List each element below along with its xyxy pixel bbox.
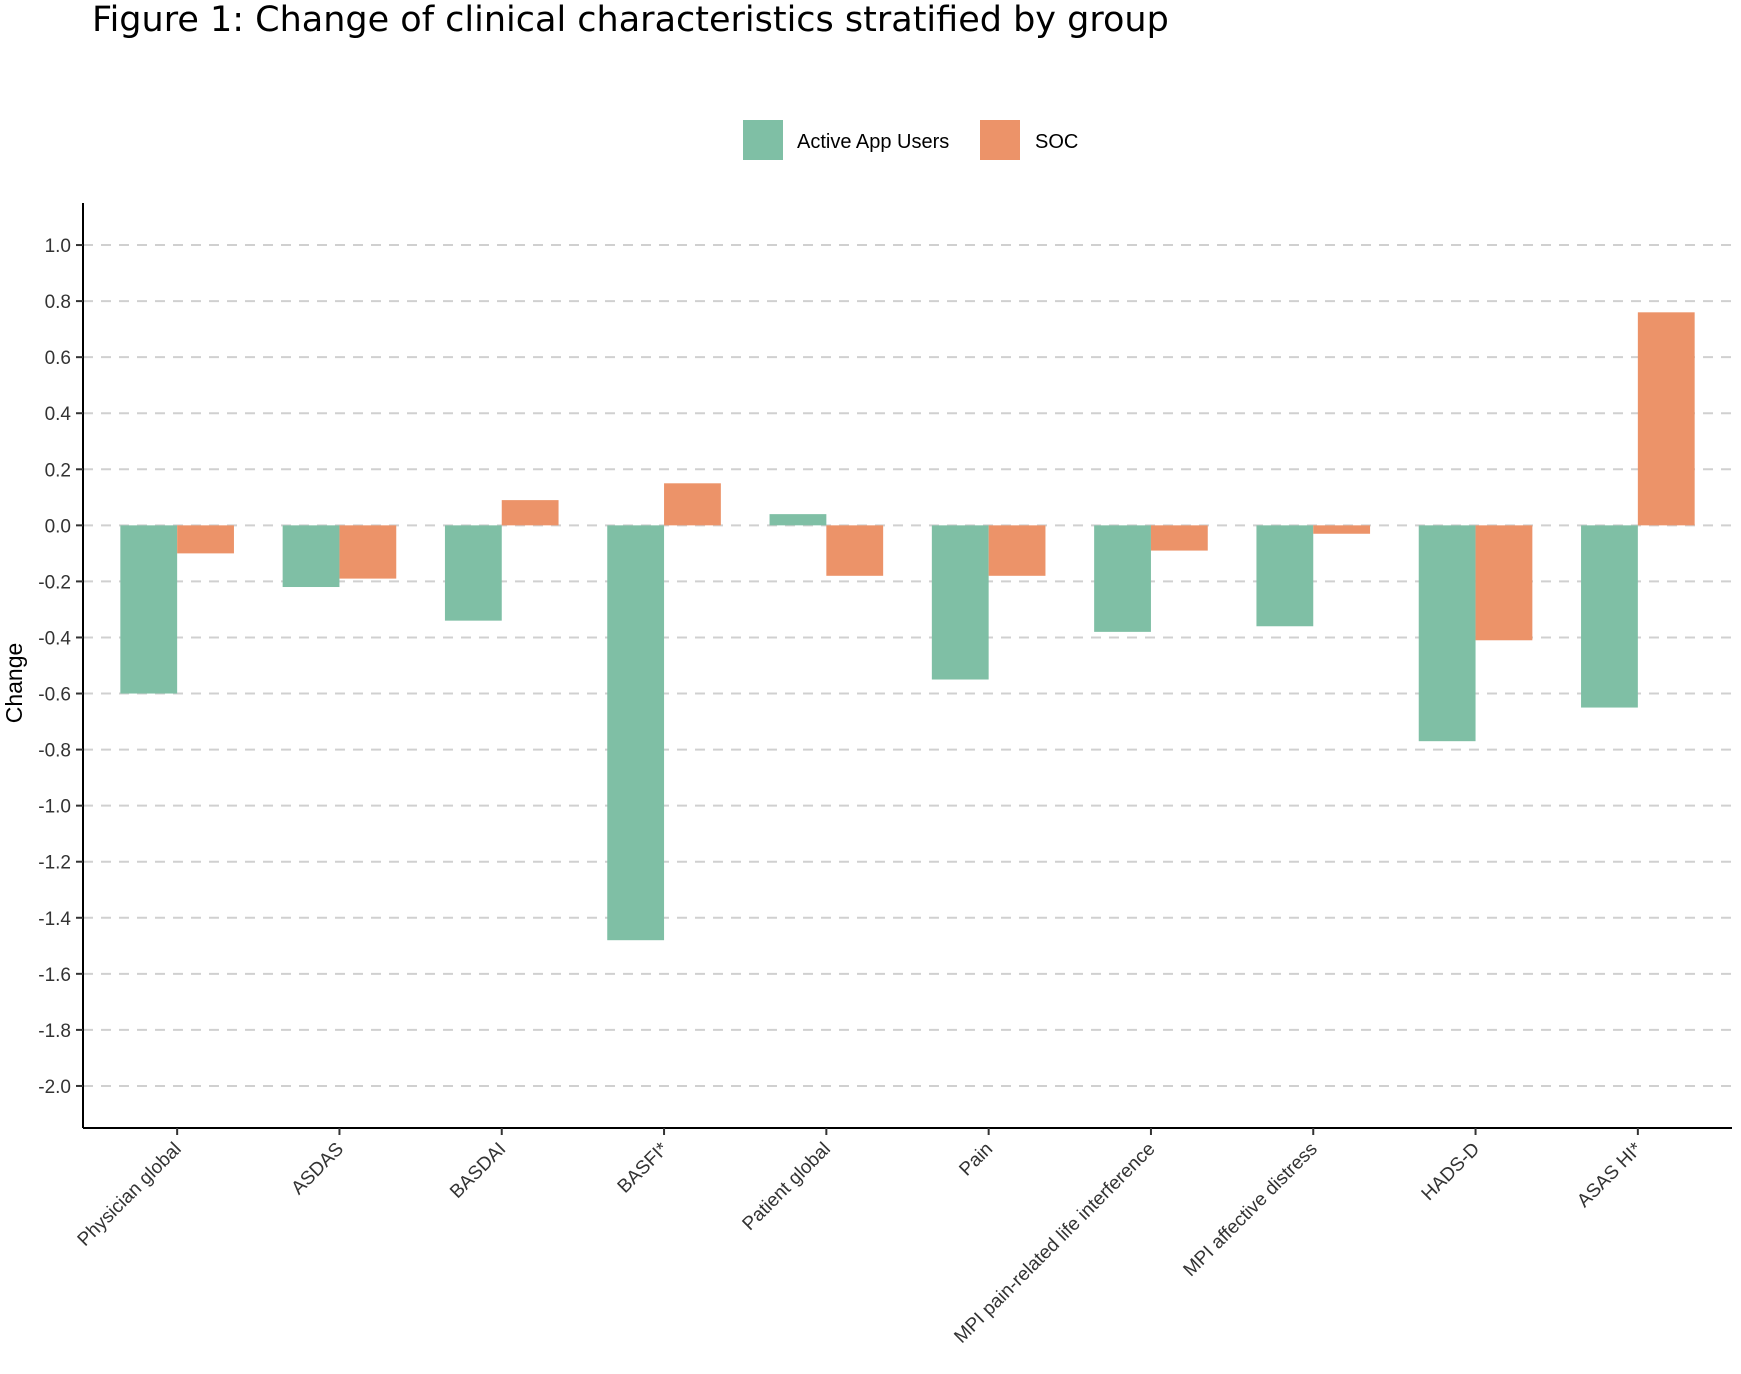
bar (1475, 525, 1533, 641)
legend-label: Active App Users (797, 131, 949, 153)
y-tick-label: -0.6 (38, 685, 71, 706)
bar (1637, 312, 1695, 526)
legend-swatch (980, 120, 1020, 160)
bar (1418, 525, 1476, 742)
y-tick-label: -1.4 (38, 909, 71, 930)
bar (769, 514, 827, 526)
x-tick-label: MPI pain-related life interference (950, 1139, 1159, 1348)
bar (282, 525, 340, 588)
legend-swatch (743, 120, 783, 160)
x-tick-label: ASDAS (288, 1139, 348, 1199)
legend-label: SOC (1035, 131, 1078, 153)
x-tick-label: BASFI* (614, 1138, 673, 1197)
bar (826, 525, 884, 576)
bar (1256, 525, 1314, 627)
y-axis-title: Change (1, 643, 27, 724)
bar (1581, 525, 1638, 708)
y-tick-label: 0.8 (45, 292, 71, 313)
y-tick-label: 1.0 (45, 236, 71, 257)
y-tick-label: -0.2 (38, 572, 71, 593)
figure-title: Figure 1: Change of clinical characteris… (92, 0, 1169, 40)
bars (120, 312, 1695, 941)
bar (1094, 525, 1151, 632)
y-tick-label: -0.4 (38, 628, 71, 649)
bar (177, 525, 234, 554)
y-tick-label: 0.2 (45, 460, 71, 481)
y-tick-label: 0.6 (45, 348, 71, 369)
x-tick-label: ASAS HI* (1573, 1138, 1647, 1212)
bar (339, 525, 397, 579)
bar (931, 525, 989, 680)
axes (82, 203, 1732, 1129)
bar (444, 525, 502, 621)
x-tick-label: BASDAI (446, 1139, 510, 1203)
y-tick-label: -1.0 (38, 797, 71, 818)
y-axis-ticks: 1.0 0.8 0.6 0.4 0.2 0.0 -0.2 -0.4 -0.6 -0.8 -1.0 -1… (38, 236, 83, 1098)
y-tick-label: -1.8 (38, 1021, 71, 1042)
x-tick-label: Patient global (739, 1139, 835, 1235)
y-tick-label: -1.2 (38, 853, 71, 874)
bar (607, 525, 665, 941)
y-tick-label: 0.0 (45, 516, 71, 537)
bar (120, 525, 178, 694)
x-axis-ticks: Physician global ASDAS BASDAI BASFI* Patient… (74, 1128, 1647, 1348)
gridlines (83, 244, 1732, 1087)
bar (988, 525, 1046, 576)
bar (1150, 525, 1208, 551)
legend: Active App Users SOC (743, 120, 1078, 160)
x-tick-label: Pain (955, 1139, 997, 1181)
y-tick-label: -2.0 (38, 1077, 71, 1098)
y-tick-label: -0.8 (38, 741, 71, 762)
bar (1313, 525, 1371, 534)
bar (664, 483, 721, 526)
x-tick-label: MPI affective distress (1180, 1139, 1322, 1281)
y-tick-label: 0.4 (45, 404, 72, 425)
y-tick-label: -1.6 (38, 965, 71, 986)
x-tick-label: Physician global (74, 1139, 186, 1251)
x-tick-label: HADS-D (1418, 1139, 1484, 1205)
bar (501, 500, 559, 526)
